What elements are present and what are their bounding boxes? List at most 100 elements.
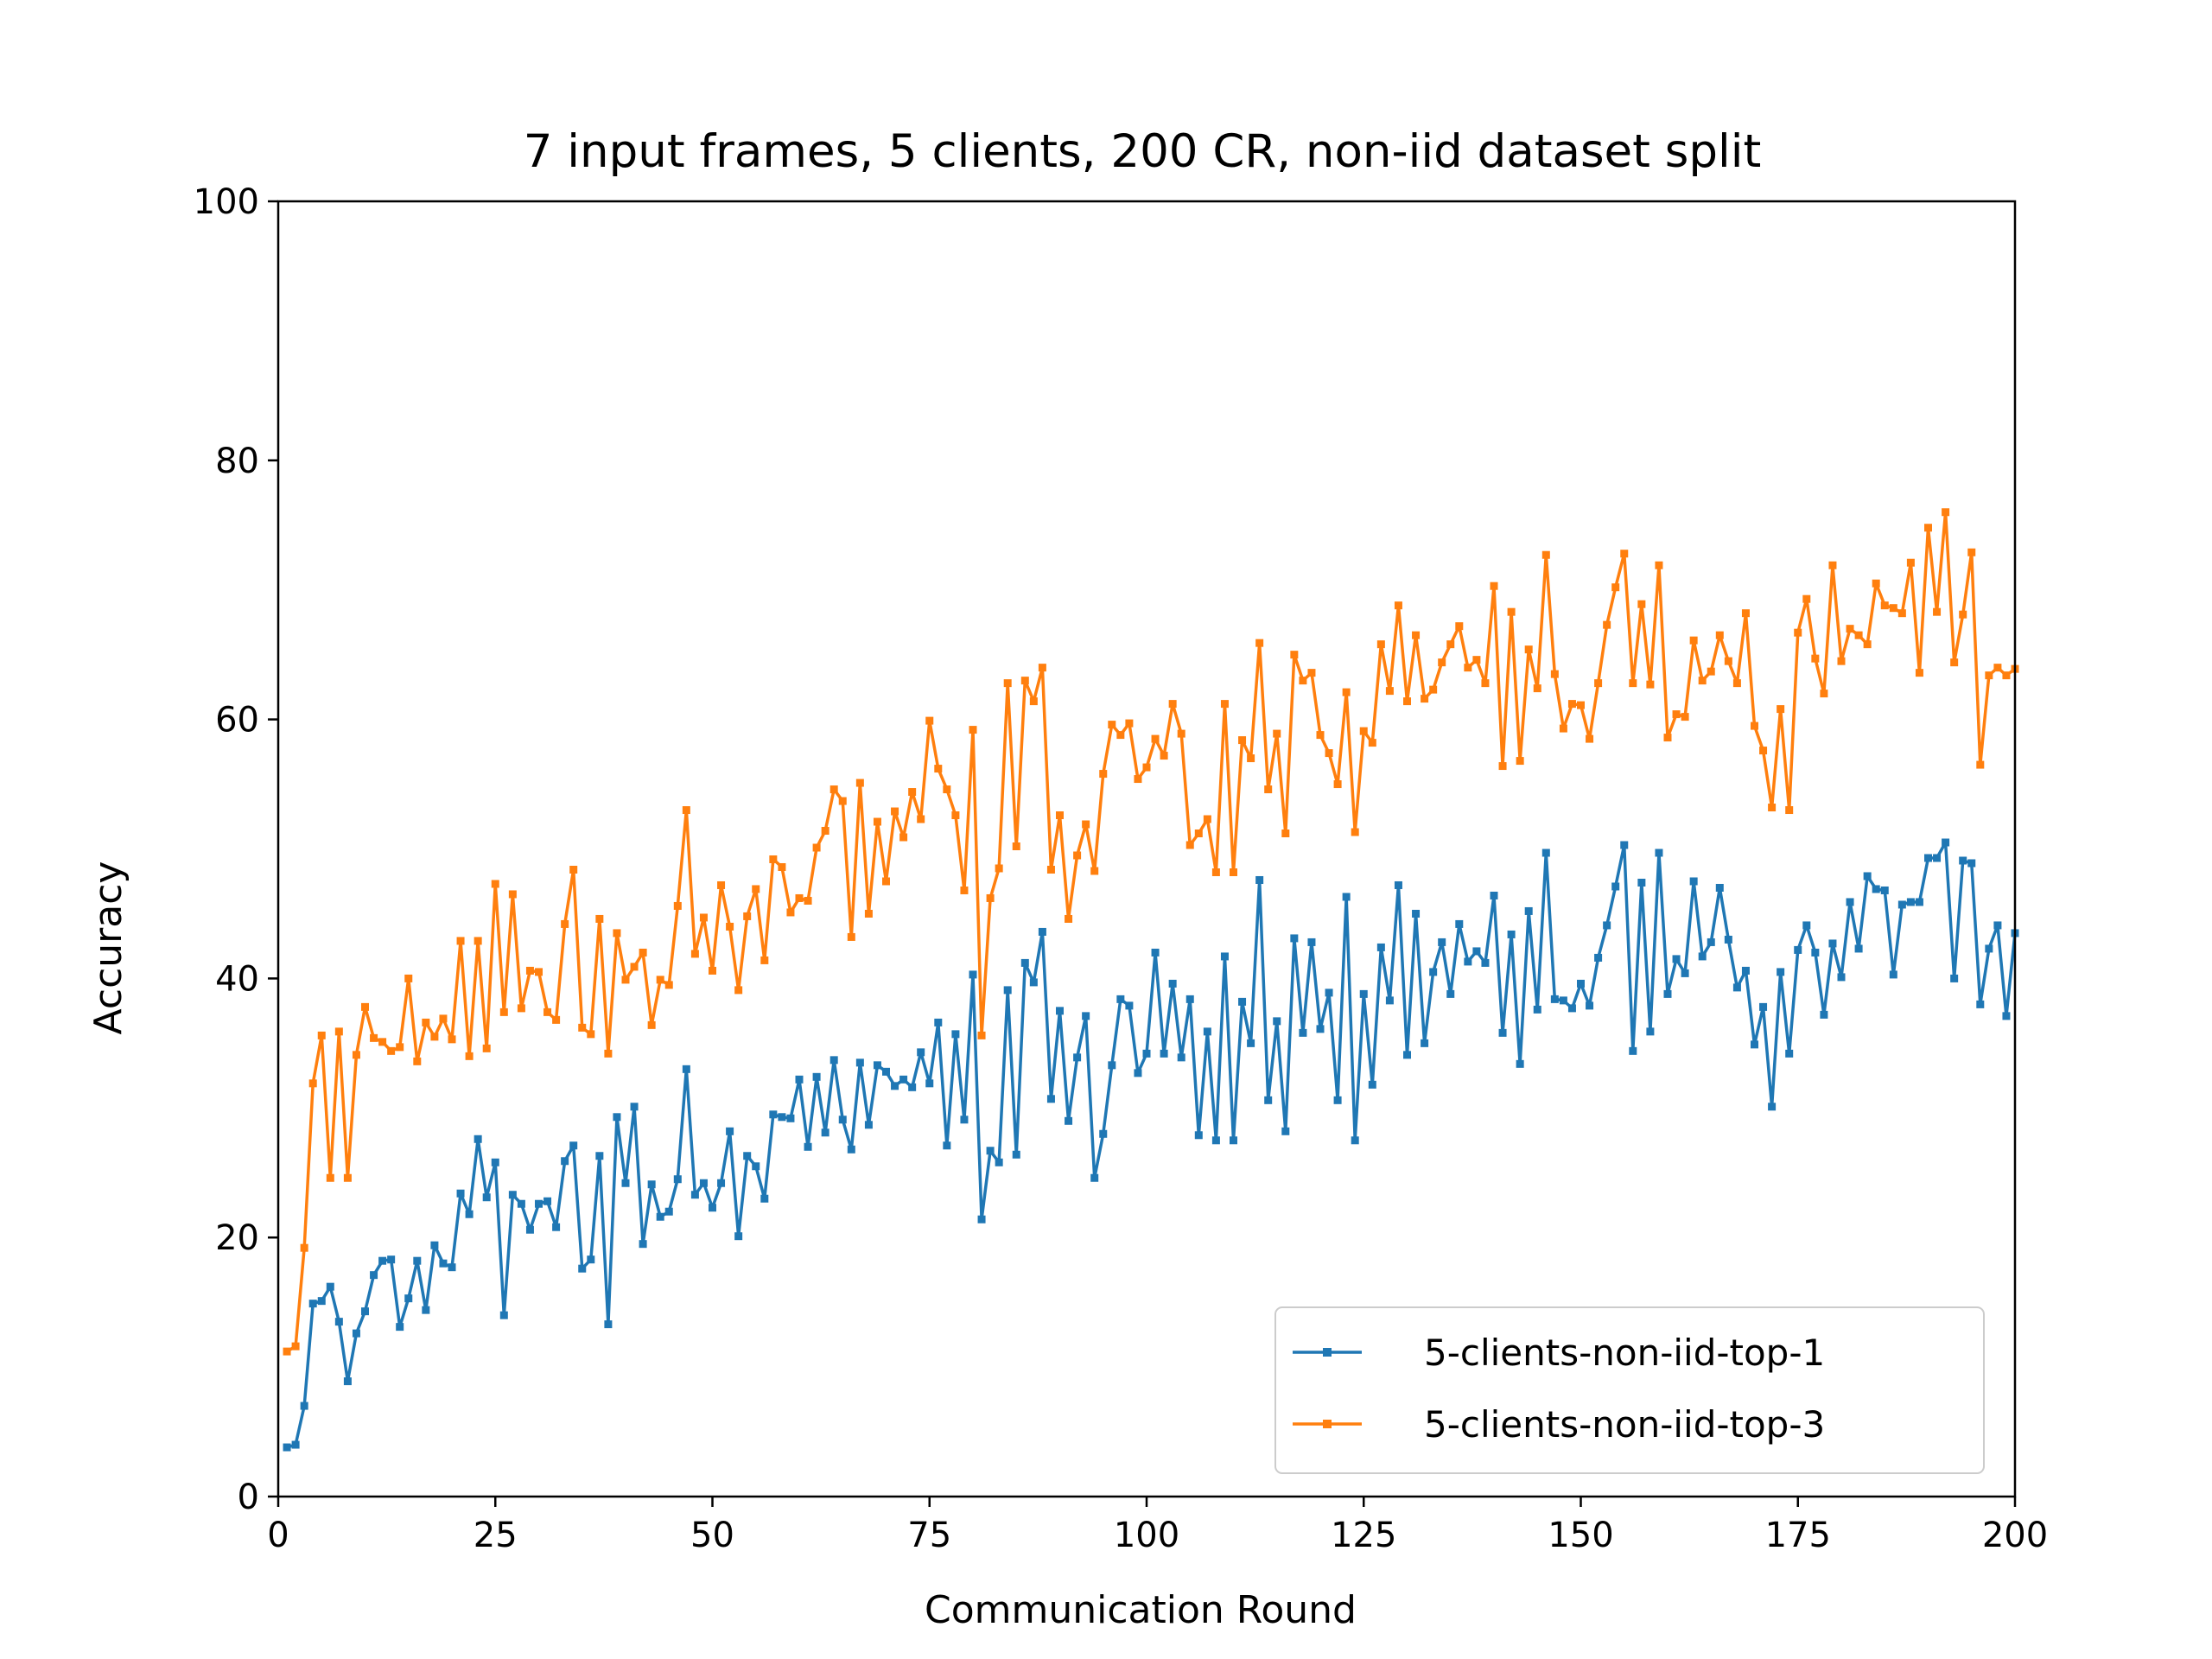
data-point [370, 1033, 378, 1042]
data-point [1029, 697, 1038, 706]
data-point [1889, 970, 1897, 979]
data-point [1976, 760, 1985, 769]
data-point [1863, 640, 1872, 649]
data-point [673, 1175, 682, 1184]
data-point [717, 880, 726, 889]
data-point [387, 1046, 396, 1055]
data-point [1134, 775, 1142, 784]
data-point [1220, 700, 1229, 709]
data-point [1802, 921, 1811, 930]
data-point [1880, 601, 1889, 610]
data-point [456, 937, 465, 945]
data-point [499, 1311, 508, 1319]
data-point [396, 1043, 404, 1052]
data-point [1715, 631, 1724, 639]
data-point [664, 981, 673, 989]
data-point [925, 716, 934, 725]
data-point [1620, 550, 1629, 558]
x-tick-label: 125 [1331, 1516, 1396, 1555]
series-2 [283, 508, 2019, 1356]
data-point [1976, 1000, 1985, 1008]
data-point [430, 1241, 439, 1249]
data-point [1255, 875, 1264, 884]
data-point [1577, 979, 1585, 988]
data-point [769, 855, 778, 863]
data-point [308, 1300, 317, 1308]
data-point [1777, 968, 1785, 976]
data-point [647, 1180, 656, 1189]
data-point [1906, 898, 1915, 906]
data-point [1586, 734, 1594, 743]
data-point [1116, 731, 1125, 740]
legend-marker-top-1 [1323, 1348, 1332, 1357]
data-point [1567, 700, 1576, 709]
data-point [1273, 1017, 1281, 1026]
data-point [847, 1145, 855, 1154]
data-point [1794, 945, 1802, 954]
data-point [361, 1002, 369, 1011]
data-point [1594, 679, 1603, 688]
data-point [569, 1141, 578, 1150]
data-point [404, 1294, 413, 1303]
data-point [1481, 958, 1490, 967]
data-point [326, 1282, 334, 1291]
data-point [448, 1035, 456, 1044]
data-point [709, 1204, 716, 1212]
data-point [960, 886, 969, 894]
series-layer [283, 508, 2019, 1452]
data-point [1290, 934, 1299, 943]
data-point [1273, 729, 1281, 738]
data-point [482, 1044, 491, 1052]
data-point [508, 890, 517, 899]
data-point [1012, 1150, 1020, 1159]
data-point [951, 811, 960, 820]
data-point [855, 779, 864, 787]
data-point [1194, 1131, 1203, 1140]
data-point [943, 785, 951, 794]
data-point [326, 1173, 334, 1182]
data-point [1368, 739, 1376, 747]
data-point [587, 1255, 595, 1264]
data-point [1942, 508, 1950, 517]
data-point [1385, 687, 1394, 696]
data-point [1472, 947, 1481, 956]
x-axis-ticks: 0 25 50 75 100 125 150 175 200 [267, 1497, 2048, 1555]
data-point [1029, 978, 1038, 987]
data-point [778, 862, 786, 871]
data-point [482, 1193, 491, 1202]
data-point [1429, 685, 1438, 694]
data-point [1429, 968, 1438, 976]
data-point [864, 909, 873, 918]
data-point [1732, 983, 1741, 992]
data-point [873, 1061, 881, 1070]
data-point [1351, 828, 1359, 836]
data-point [734, 1232, 743, 1241]
data-point [1230, 868, 1237, 876]
data-point [334, 1318, 343, 1326]
data-point [1950, 658, 1959, 667]
data-point [474, 937, 482, 945]
data-point [525, 966, 534, 975]
chart-title: 7 input frames, 5 clients, 200 CR, non-i… [524, 125, 1762, 178]
data-point [1559, 724, 1567, 733]
data-point [1203, 1027, 1211, 1036]
data-point [795, 1075, 804, 1084]
data-point [1211, 1136, 1220, 1145]
legend-label-top-1: 5-clients-non-iid-top-1 [1424, 1332, 1825, 1374]
data-point [1620, 841, 1629, 849]
data-point [1099, 1129, 1108, 1138]
data-point [1872, 579, 1880, 588]
data-point [1985, 944, 1993, 953]
data-point [595, 1152, 604, 1160]
data-point [1672, 710, 1681, 719]
data-point [1316, 1025, 1325, 1033]
data-point [291, 1342, 300, 1351]
data-point [1403, 697, 1411, 706]
data-point [1255, 639, 1264, 647]
data-point [1915, 669, 1923, 677]
data-point [1151, 948, 1160, 957]
data-point [656, 1212, 664, 1221]
data-point [917, 1048, 925, 1057]
data-point [838, 1116, 847, 1124]
data-point [1368, 1080, 1376, 1089]
